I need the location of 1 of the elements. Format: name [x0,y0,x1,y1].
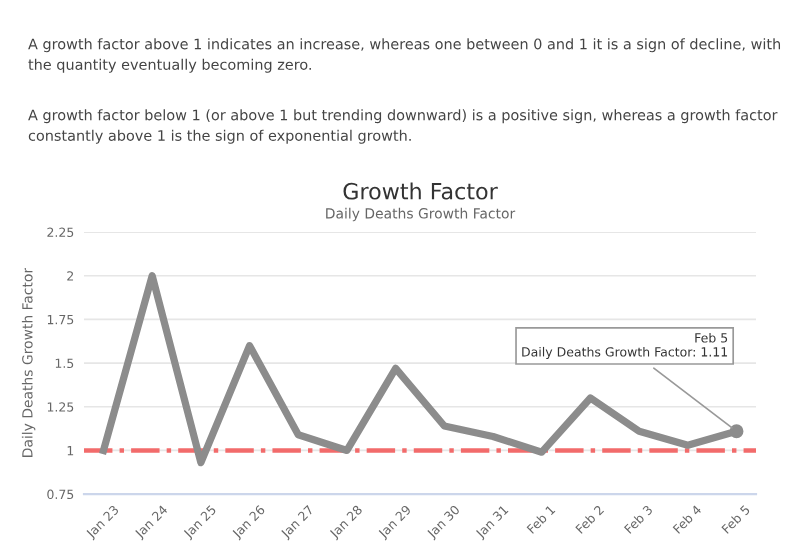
chart-title: Growth Factor [343,182,498,200]
